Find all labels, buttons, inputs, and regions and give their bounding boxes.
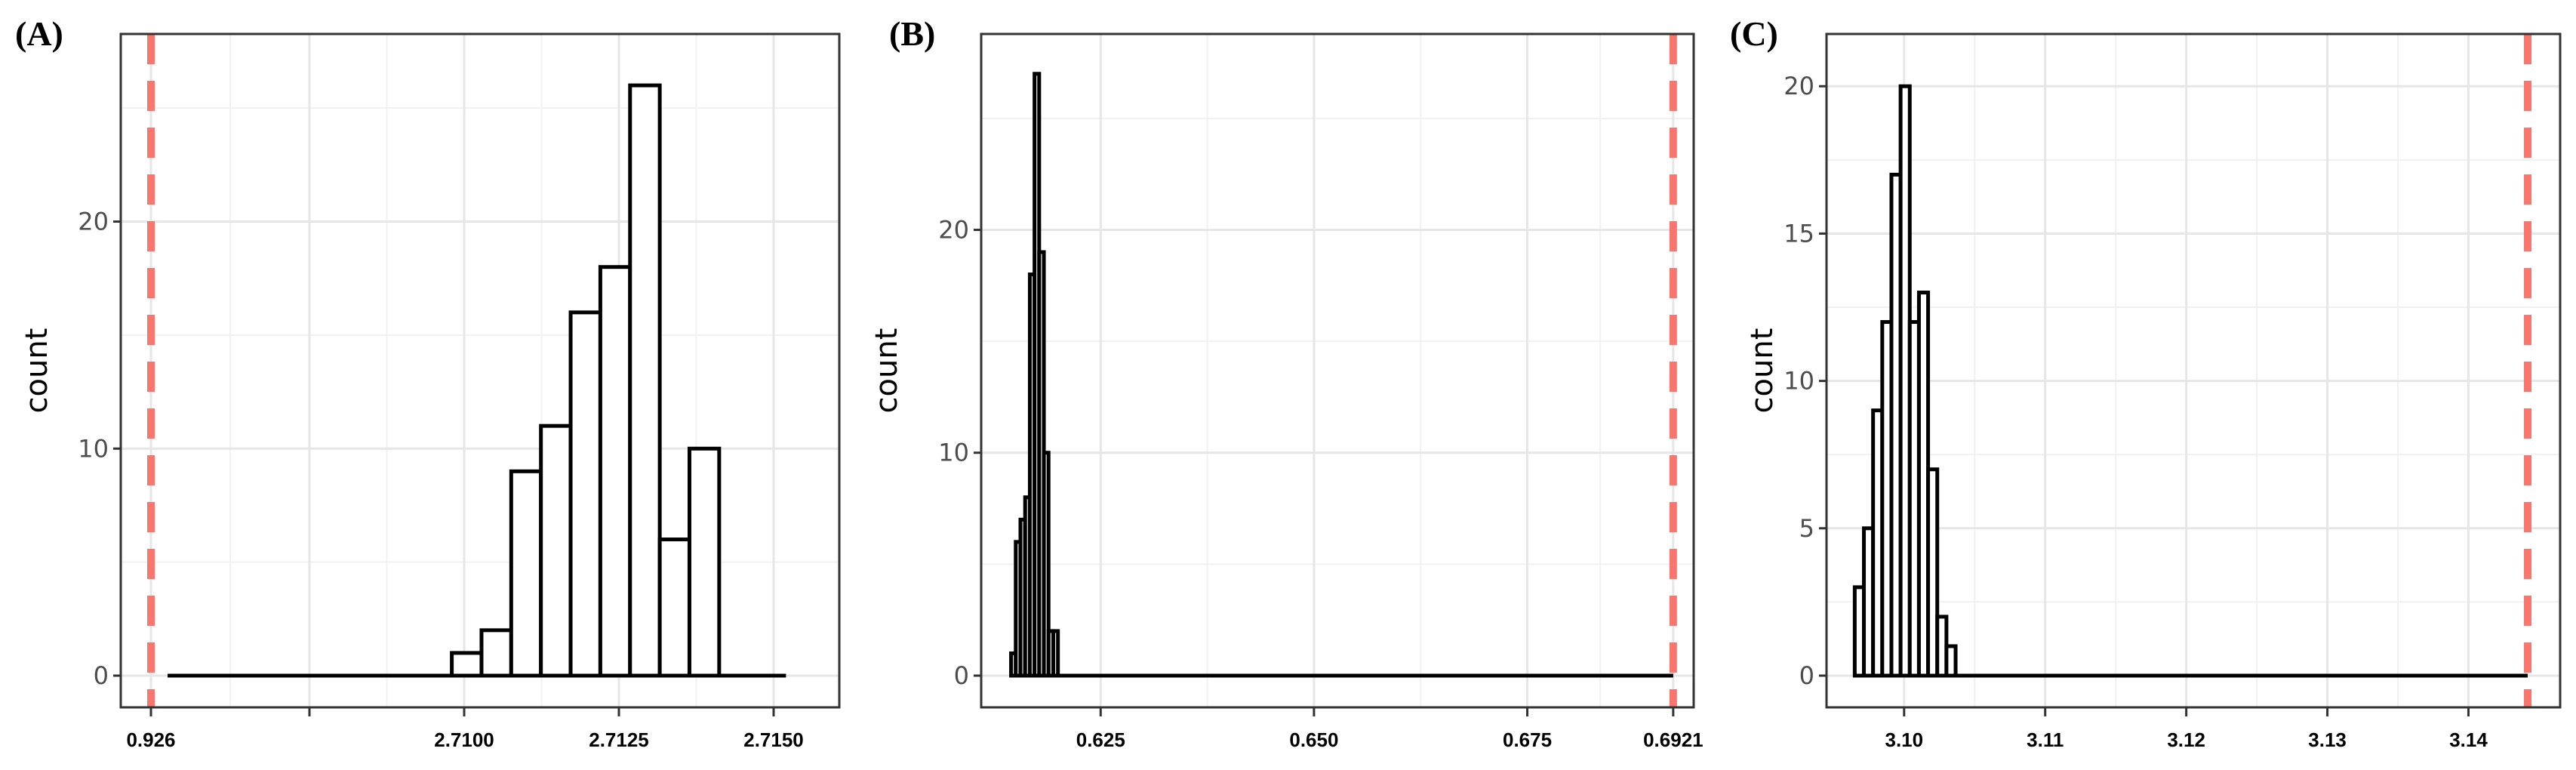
y-axis-title: count [1745,328,1780,414]
x-tick-label: 3.11 [2027,728,2064,751]
panel-3: 0 5 10 15 20 3.10 3.11 3.12 3.13 3.14 count (C) [1730,14,2562,751]
panel-frame [980,32,1695,709]
x-tick-label: 2.7150 [743,728,804,751]
y-tick-label: 0 [1799,661,1814,690]
histogram-bar [687,446,722,678]
y-tick-label: 0 [94,661,109,690]
histogram-bar [539,424,573,678]
x-tick-label: 3.13 [2308,728,2347,751]
panel-frame [1825,32,2562,709]
y-tick-label: 5 [1799,514,1814,543]
panel-1: 0 10 20 0.926 2.7100 2.7125 2.7150 count (A) [15,14,841,751]
y-axis-title: count [869,328,904,414]
panel-label: (C) [1730,14,1778,53]
histogram-bar [1042,451,1051,678]
y-tick-label: 20 [1784,72,1814,100]
x-tick-label: 2.7125 [589,728,649,751]
histogram-bar [1926,467,1940,678]
y-tick-label: 20 [78,208,109,236]
histogram-bar [628,83,662,678]
x-tick-label: 0.650 [1289,728,1338,751]
y-axis-title: count [20,328,54,414]
x-tick-label: 0.6921 [1643,728,1703,751]
y-tick-label: 10 [1784,367,1814,396]
y-tick-label: 10 [78,434,109,463]
histogram-bar [509,469,543,678]
histogram-bar [450,651,484,678]
y-tick-label: 0 [954,661,969,690]
y-tick-label: 15 [1784,219,1814,248]
x-tick-label: 0.625 [1076,728,1125,751]
x-tick-label: 0.926 [126,728,175,751]
histogram-bar [1944,644,1958,678]
x-tick-label: 3.14 [2449,728,2488,751]
x-tick-label: 3.10 [1885,728,1924,751]
x-tick-label: 3.12 [2167,728,2205,751]
y-tick-label: 20 [938,215,969,244]
histogram-bar [568,310,602,678]
panel-2: 0 10 20 0.625 0.650 0.675 0.6921 count (B) [869,14,1703,751]
panel-frame [119,32,841,709]
panel-label: (B) [889,14,935,53]
panel-label: (A) [15,14,63,53]
histogram-bar [1051,629,1060,678]
histogram-bar [479,628,513,678]
y-tick-label: 10 [938,439,969,467]
histogram-bar [657,537,691,678]
histogram-bar [598,265,632,678]
x-tick-label: 0.675 [1503,728,1552,751]
x-tick-label: 2.7100 [434,728,494,751]
